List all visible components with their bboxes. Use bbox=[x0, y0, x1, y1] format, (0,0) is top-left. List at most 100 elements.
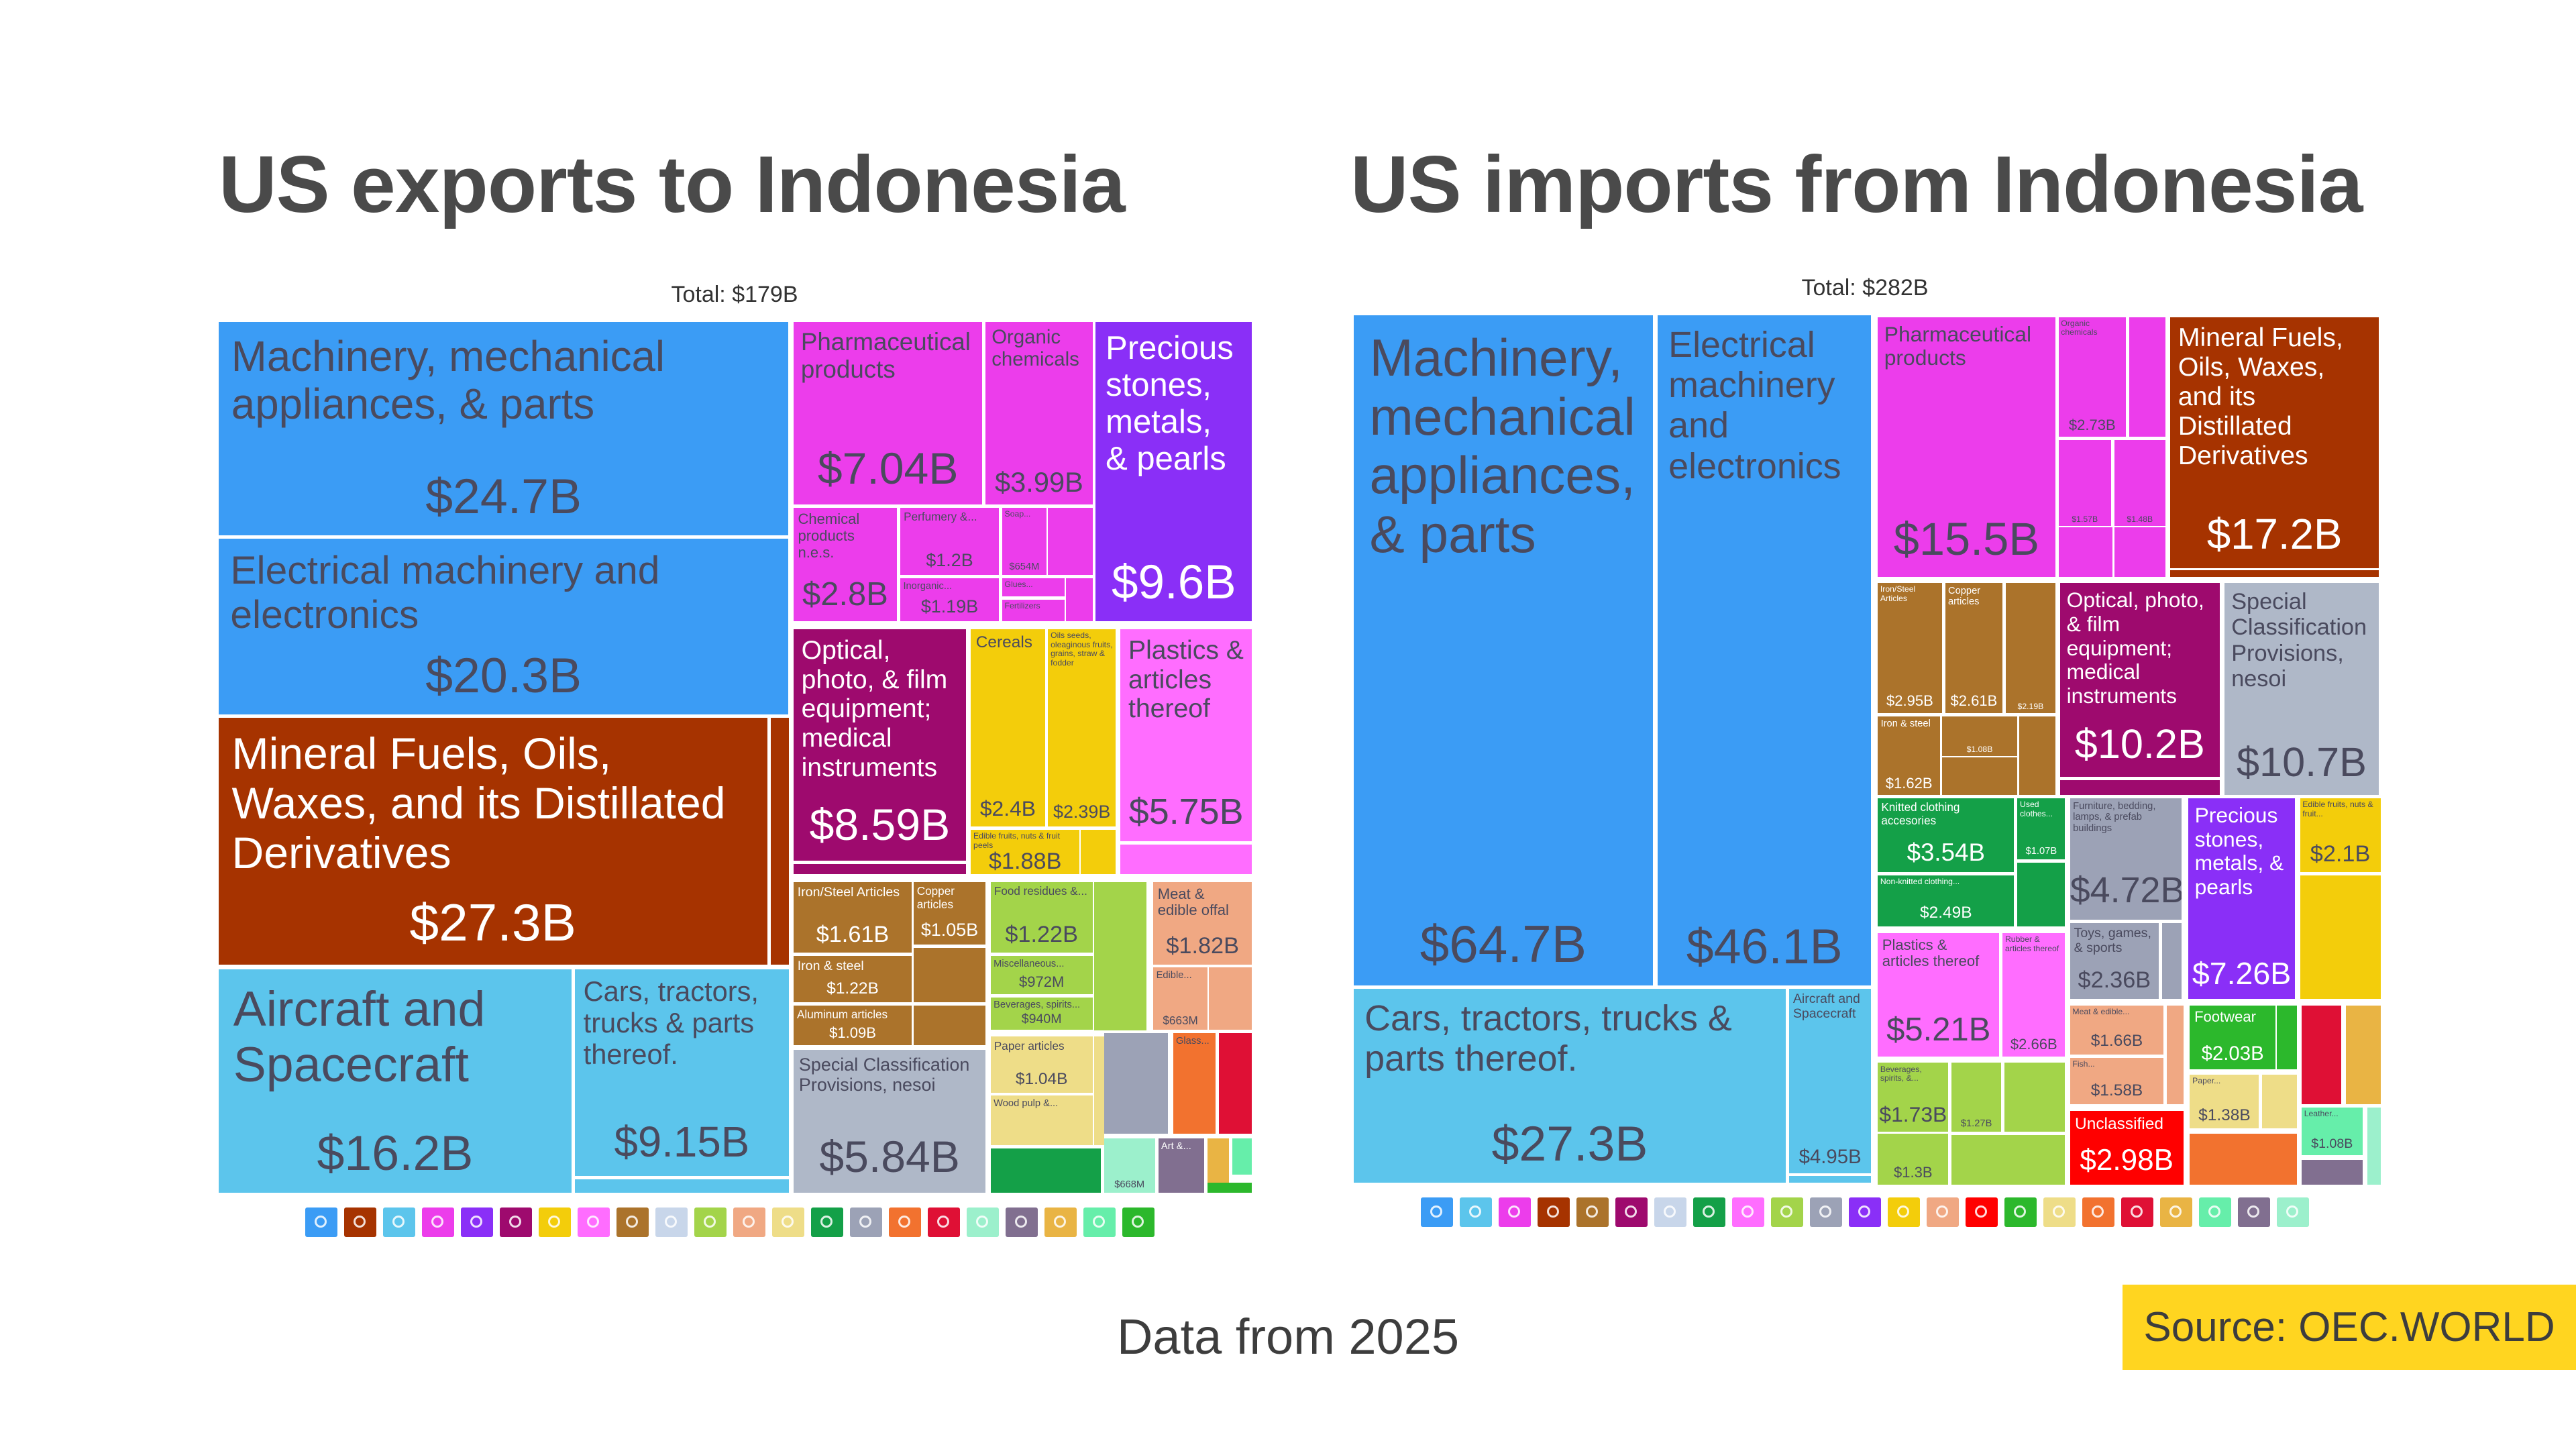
treemap-cell[interactable]: Cars, tractors, trucks & parts thereof. $… bbox=[575, 969, 789, 1177]
treemap-cell[interactable]: Optical, photo, & film equipment; medica… bbox=[793, 629, 966, 861]
treemap-cell[interactable]: Plastics & articles thereof $5.75B bbox=[1120, 629, 1252, 841]
legend-category-icon[interactable] bbox=[694, 1208, 727, 1237]
legend-category-icon[interactable] bbox=[1654, 1197, 1686, 1227]
treemap-cell[interactable] bbox=[2019, 716, 2055, 796]
treemap-cell[interactable]: Knitted clothing accesories $3.54B bbox=[1878, 798, 2015, 873]
treemap-cell[interactable]: Rubber & articles thereof $2.66B bbox=[2002, 933, 2065, 1057]
treemap-cell[interactable]: Organic chemicals $2.73B bbox=[2058, 317, 2126, 437]
treemap-cell[interactable]: Copper articles $2.61B bbox=[1945, 583, 2003, 713]
treemap-cell[interactable] bbox=[2277, 1005, 2297, 1070]
treemap-cell[interactable]: Cars, tractors, trucks & parts thereof. $… bbox=[1353, 989, 1786, 1183]
treemap-cell[interactable]: Electrical machinery and electronics $46.… bbox=[1658, 315, 1872, 986]
treemap-cell[interactable]: Aircraft and Spacecraft $4.95B bbox=[1788, 989, 1872, 1173]
legend-category-icon[interactable] bbox=[578, 1208, 610, 1237]
treemap-cell[interactable]: Aircraft and Spacecraft $16.2B bbox=[218, 969, 572, 1193]
legend-category-icon[interactable] bbox=[1810, 1197, 1842, 1227]
treemap-cell[interactable]: Glass... bbox=[1173, 1033, 1216, 1134]
treemap-cell[interactable]: Paper... $1.38B bbox=[2190, 1074, 2259, 1129]
treemap-cell[interactable]: $1.48B bbox=[2114, 440, 2165, 526]
treemap-cell[interactable]: Footwear $2.03B bbox=[2190, 1005, 2275, 1070]
treemap-cell[interactable]: Electrical machinery and electronics $20.… bbox=[218, 539, 789, 715]
treemap-cell[interactable] bbox=[1232, 1138, 1252, 1175]
legend-category-icon[interactable] bbox=[967, 1208, 999, 1237]
treemap-cell[interactable]: Meat & edible... $1.66B bbox=[2070, 1005, 2164, 1055]
treemap-cell[interactable]: Leather... $1.08B bbox=[2302, 1107, 2363, 1155]
treemap-cell[interactable]: Machinery, mechanical appliances, & part… bbox=[218, 322, 789, 536]
treemap-cell[interactable] bbox=[1208, 1183, 1252, 1193]
legend-category-icon[interactable] bbox=[2082, 1197, 2114, 1227]
legend-category-icon[interactable] bbox=[2043, 1197, 2076, 1227]
treemap-cell[interactable] bbox=[2114, 527, 2165, 577]
legend-category-icon[interactable] bbox=[2238, 1197, 2270, 1227]
legend-category-icon[interactable] bbox=[1771, 1197, 1803, 1227]
treemap-cell[interactable]: Fertilizers bbox=[1002, 599, 1065, 621]
treemap-cell[interactable]: Aluminum articles $1.09B bbox=[793, 1005, 912, 1045]
legend-category-icon[interactable] bbox=[2160, 1197, 2192, 1227]
treemap-cell[interactable] bbox=[1941, 757, 2018, 796]
legend-category-icon[interactable] bbox=[2199, 1197, 2231, 1227]
treemap-cell[interactable] bbox=[2346, 1005, 2381, 1104]
treemap-cell[interactable] bbox=[2367, 1107, 2381, 1185]
treemap-cell[interactable] bbox=[2302, 1005, 2341, 1104]
treemap-cell[interactable]: $1.3B bbox=[1878, 1133, 1949, 1185]
treemap-cell[interactable]: Iron & steel $1.62B bbox=[1878, 716, 1941, 796]
legend-category-icon[interactable] bbox=[1693, 1197, 1725, 1227]
treemap-cell[interactable]: Food residues &... $1.22B bbox=[990, 882, 1093, 953]
treemap-cell[interactable] bbox=[575, 1179, 789, 1193]
treemap-cell[interactable] bbox=[1094, 882, 1147, 1030]
treemap-cell[interactable]: Perfumery &... $1.2B bbox=[900, 507, 999, 576]
treemap-cell[interactable] bbox=[2170, 570, 2379, 577]
treemap-cell[interactable] bbox=[1788, 1176, 1872, 1183]
treemap-cell[interactable]: Oils seeds, oleaginous fruits, grains, s… bbox=[1048, 629, 1116, 826]
treemap-cell[interactable]: Special Classification Provisions, nesoi… bbox=[793, 1049, 986, 1193]
treemap-cell[interactable] bbox=[1209, 967, 1252, 1030]
legend-category-icon[interactable] bbox=[1044, 1208, 1077, 1237]
treemap-cell[interactable]: Pharmaceutical products $15.5B bbox=[1878, 317, 2055, 577]
legend-category-icon[interactable] bbox=[616, 1208, 649, 1237]
treemap-cell[interactable]: Non-knitted clothing... $2.49B bbox=[1878, 875, 2015, 927]
treemap-cell[interactable]: Mineral Fuels, Oils, Waxes, and its Dist… bbox=[218, 718, 767, 965]
legend-category-icon[interactable] bbox=[2277, 1197, 2309, 1227]
treemap-cell[interactable] bbox=[1081, 829, 1116, 874]
treemap-cell[interactable] bbox=[1208, 1138, 1229, 1183]
treemap-cell[interactable]: Iron/Steel Articles $1.61B bbox=[793, 882, 912, 953]
treemap-cell[interactable]: Toys, games, & sports $2.36B bbox=[2070, 923, 2159, 999]
treemap-cell[interactable] bbox=[770, 718, 789, 965]
treemap-cell[interactable]: Cereals $2.4B bbox=[971, 629, 1045, 826]
treemap-cell[interactable]: $668M bbox=[1104, 1138, 1155, 1193]
legend-category-icon[interactable] bbox=[1460, 1197, 1492, 1227]
treemap-cell[interactable] bbox=[1104, 1033, 1169, 1134]
legend-category-icon[interactable] bbox=[1538, 1197, 1570, 1227]
treemap-cell[interactable] bbox=[2161, 923, 2182, 999]
treemap-cell[interactable]: Miscellaneous... $972M bbox=[990, 956, 1093, 994]
legend-category-icon[interactable] bbox=[500, 1208, 532, 1237]
treemap-cell[interactable]: Fish... $1.58B bbox=[2070, 1058, 2164, 1104]
legend-category-icon[interactable] bbox=[422, 1208, 454, 1237]
treemap-cell[interactable]: $1.57B bbox=[2058, 440, 2111, 526]
legend-category-icon[interactable] bbox=[1122, 1208, 1155, 1237]
treemap-cell[interactable]: Copper articles $1.05B bbox=[913, 882, 986, 945]
treemap-cell[interactable]: Used clothes... $1.07B bbox=[2017, 798, 2065, 859]
legend-category-icon[interactable] bbox=[733, 1208, 765, 1237]
treemap-cell[interactable] bbox=[1951, 1135, 2065, 1185]
treemap-cell[interactable]: Plastics & articles thereof $5.21B bbox=[1878, 933, 2000, 1057]
treemap-cell[interactable] bbox=[2302, 1159, 2363, 1185]
legend-category-icon[interactable] bbox=[1849, 1197, 1881, 1227]
treemap-cell[interactable] bbox=[2058, 527, 2113, 577]
legend-category-icon[interactable] bbox=[811, 1208, 843, 1237]
legend-category-icon[interactable] bbox=[655, 1208, 688, 1237]
legend-category-icon[interactable] bbox=[1421, 1197, 1453, 1227]
treemap-cell[interactable]: $2.19B bbox=[2006, 583, 2055, 713]
legend-category-icon[interactable] bbox=[928, 1208, 960, 1237]
treemap-cell[interactable] bbox=[1066, 578, 1093, 621]
legend-category-icon[interactable] bbox=[1576, 1197, 1609, 1227]
treemap-cell[interactable] bbox=[2017, 862, 2065, 927]
treemap-cell[interactable]: $1.08B bbox=[1941, 716, 2018, 756]
legend-category-icon[interactable] bbox=[305, 1208, 337, 1237]
treemap-cell[interactable]: Wood pulp &... bbox=[990, 1095, 1093, 1145]
treemap-cell[interactable]: Beverages, spirits, &... $1.73B bbox=[1878, 1063, 1949, 1132]
treemap-cell[interactable] bbox=[990, 1148, 1101, 1193]
treemap-cell[interactable]: Machinery, mechanical appliances, & part… bbox=[1353, 315, 1653, 986]
treemap-cell[interactable]: $1.27B bbox=[1951, 1063, 2001, 1132]
legend-category-icon[interactable] bbox=[772, 1208, 804, 1237]
